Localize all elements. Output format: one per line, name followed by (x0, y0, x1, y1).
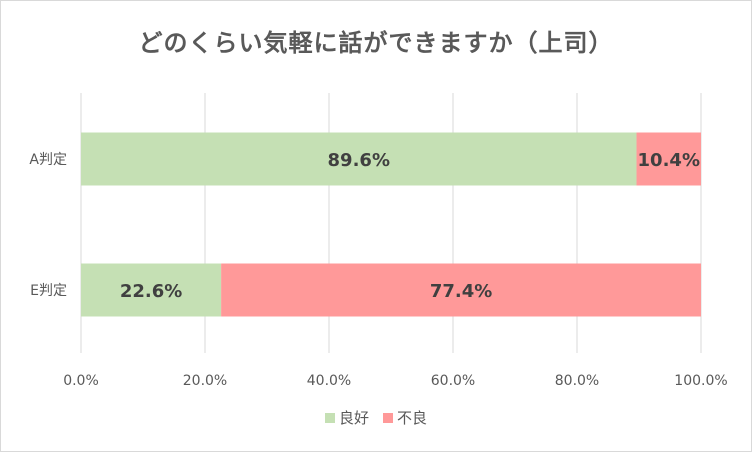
bar-bad (221, 263, 701, 317)
x-tick-label: 60.0% (431, 373, 475, 389)
legend-swatch-good (324, 412, 335, 423)
legend-item-good: 良好 (324, 407, 369, 428)
x-tick-label: 40.0% (307, 373, 351, 389)
legend-swatch-bad (383, 412, 393, 423)
x-tick-label: 0.0% (63, 373, 99, 389)
legend-label-good: 良好 (338, 409, 369, 427)
y-category-label: E判定 (30, 283, 67, 299)
data-label: 22.6% (120, 281, 182, 302)
legend: 良好 不良 (1, 407, 751, 428)
x-tick-label: 20.0% (183, 373, 227, 389)
bar-bad (636, 132, 701, 186)
legend-label-bad: 不良 (397, 409, 428, 427)
legend-item-bad: 不良 (383, 407, 427, 428)
x-tick-label: 80.0% (555, 373, 599, 389)
chart-title: どのくらい気軽に話ができますか（上司） (138, 29, 614, 57)
data-label: 89.6% (328, 150, 390, 171)
y-category-label: A判定 (29, 152, 67, 168)
x-tick-label: 100.0% (674, 373, 727, 389)
plot-area: 0.0% 20.0% 40.0% 60.0% 80.0% 100.0% A判定 E判定 89.6… (29, 93, 728, 389)
data-label: 10.4% (638, 150, 700, 171)
data-label: 77.4% (430, 281, 492, 302)
bar-good (81, 263, 222, 317)
bar-good (81, 132, 637, 186)
